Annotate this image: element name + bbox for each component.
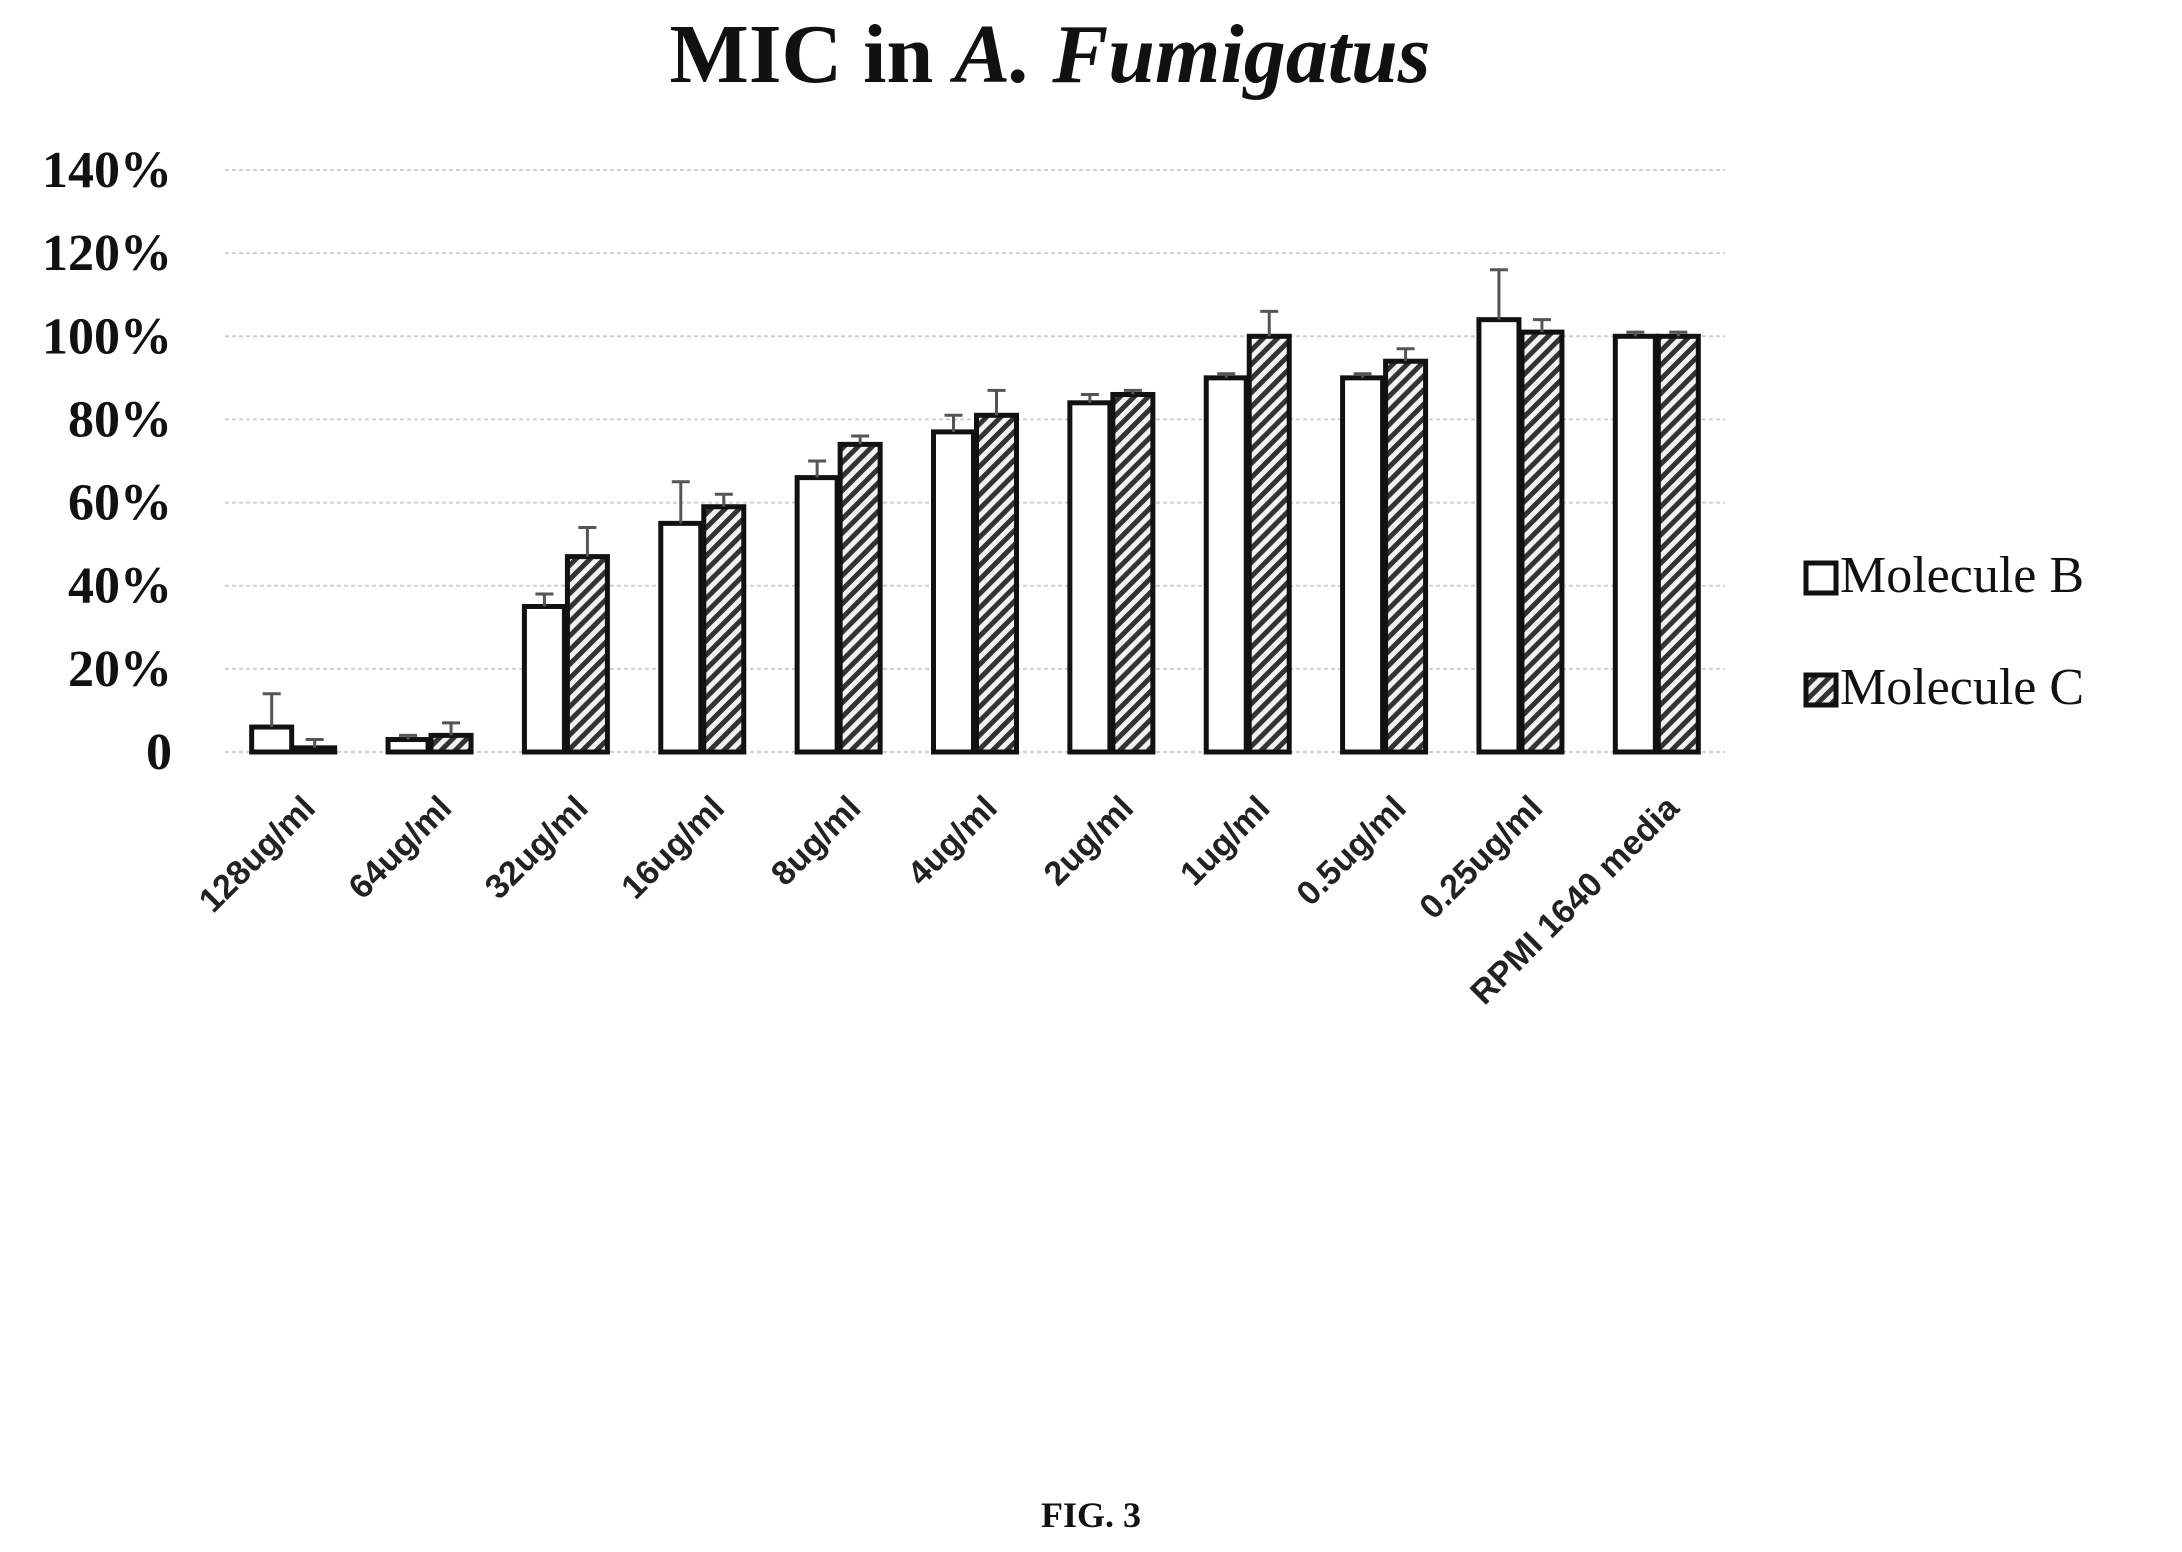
- bar-molecule-b: [385, 737, 431, 755]
- bar-molecule-c: [701, 504, 747, 755]
- bar-molecule-b: [1067, 400, 1113, 755]
- legend-swatch-molecule-b: [1803, 560, 1839, 596]
- bar-molecule-c: [837, 441, 883, 755]
- x-tick-label: 0.25ug/ml: [1412, 789, 1550, 927]
- bar-molecule-b: [249, 724, 295, 755]
- bar-molecule-c: [1519, 329, 1565, 755]
- bar-molecule-c: [1655, 333, 1701, 755]
- bar-molecule-b: [1203, 375, 1249, 755]
- legend-label-molecule-c: Molecule C: [1840, 659, 2084, 716]
- x-tick-label: 2ug/ml: [1037, 789, 1141, 893]
- x-tick-label: 1ug/ml: [1173, 789, 1277, 893]
- bar-molecule-b: [521, 604, 567, 755]
- y-tick-label: 40%: [68, 558, 172, 615]
- x-tick-label: 128ug/ml: [192, 789, 323, 920]
- legend-item-molecule-c: Molecule C: [1803, 659, 2084, 716]
- bar-molecule-b: [1340, 375, 1386, 755]
- y-tick-label: 120%: [42, 225, 172, 282]
- x-tick-label: 16ug/ml: [614, 789, 732, 907]
- x-axis-tick-labels: 128ug/ml 64ug/ml 32ug/ml 16ug/ml 8ug/ml 4ug/m…: [192, 788, 1687, 1012]
- legend-item-molecule-b: Molecule B: [1803, 547, 2084, 604]
- legend-swatch-molecule-c: [1803, 672, 1839, 708]
- bars: [249, 317, 1701, 755]
- chart-title-italic-text: A. Fumigatus: [949, 8, 1430, 101]
- x-tick-label: 32ug/ml: [478, 789, 596, 907]
- y-tick-label: 100%: [42, 308, 172, 365]
- legend: Molecule B Molecule C: [1803, 547, 2084, 716]
- y-tick-label: 140%: [42, 142, 172, 199]
- bar-molecule-b: [794, 475, 840, 755]
- bar-molecule-b: [658, 520, 704, 755]
- x-tick-label: 8ug/ml: [764, 789, 868, 893]
- x-tick-label: 64ug/ml: [341, 789, 459, 907]
- chart-title: MIC in A. Fumigatus: [670, 8, 1431, 101]
- bar-molecule-c: [1383, 358, 1429, 755]
- bar-chart: MIC in A. Fumigatus 0 20% 40% 60% 80% 100% 120…: [42, 8, 2084, 1012]
- y-tick-label: 20%: [68, 641, 172, 698]
- error-bars: [262, 268, 1688, 748]
- x-tick-label: 4ug/ml: [900, 789, 1004, 893]
- y-axis-tick-labels: 0 20% 40% 60% 80% 100% 120% 140%: [42, 142, 172, 781]
- y-tick-label: 80%: [68, 391, 172, 448]
- bar-molecule-b: [1476, 317, 1522, 755]
- y-tick-label: 60%: [68, 475, 172, 532]
- x-tick-label: 0.5ug/ml: [1289, 789, 1413, 913]
- bar-molecule-c: [974, 412, 1019, 755]
- legend-label-molecule-b: Molecule B: [1840, 547, 2084, 604]
- bar-molecule-c: [564, 554, 610, 755]
- bar-molecule-c: [1246, 333, 1292, 755]
- bar-molecule-c: [428, 732, 474, 755]
- bar-molecule-b: [1612, 333, 1658, 755]
- figure-caption: FIG. 3: [1040, 1495, 1141, 1535]
- bar-molecule-c: [1110, 391, 1156, 755]
- bar-molecule-b: [931, 429, 976, 755]
- chart-title-text: MIC in: [670, 8, 955, 101]
- y-tick-label: 0: [146, 724, 172, 781]
- bar-molecule-c: [292, 745, 338, 755]
